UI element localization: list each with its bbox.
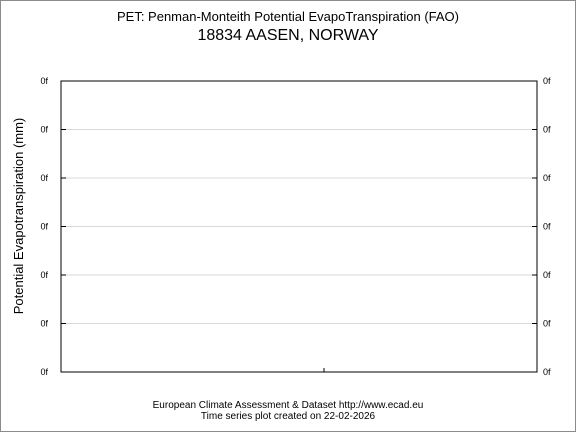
footer-source: European Climate Assessment & Dataset ht… [152, 400, 424, 411]
grid-lines [61, 129, 537, 324]
y-tick-label-right: 0f [543, 76, 551, 86]
y-tick-label-right: 0f [543, 319, 551, 329]
y-tick-label-left: 0f [40, 76, 48, 86]
y-axis-label: Potential Evapotranspiration (mm) [11, 118, 26, 315]
y-tick-label-left: 0f [40, 222, 48, 232]
chart-title: PET: Penman-Monteith Potential EvapoTran… [116, 9, 459, 24]
chart-subtitle: 18834 AASEN, NORWAY [197, 27, 379, 44]
y-tick-label-right: 0f [543, 173, 551, 183]
y-tick-label-left: 0f [40, 173, 48, 183]
y-tick-label-right: 0f [543, 270, 551, 280]
y-tick-label-left: 0f [40, 125, 48, 135]
axis-tick-labels: 0f 0f 0f 0f 0f 0f 0f 0f 0f 0f 0f 0f 0f 0f [40, 76, 551, 377]
y-tick-label-right: 0f [543, 367, 551, 377]
y-tick-label-right: 0f [543, 222, 551, 232]
y-tick-label-left: 0f [40, 367, 48, 377]
axis-ticks [61, 80, 537, 373]
y-tick-label-left: 0f [40, 319, 48, 329]
y-tick-label-left: 0f [40, 270, 48, 280]
y-tick-label-right: 0f [543, 125, 551, 135]
footer-created: Time series plot created on 22-02-2026 [200, 411, 376, 422]
